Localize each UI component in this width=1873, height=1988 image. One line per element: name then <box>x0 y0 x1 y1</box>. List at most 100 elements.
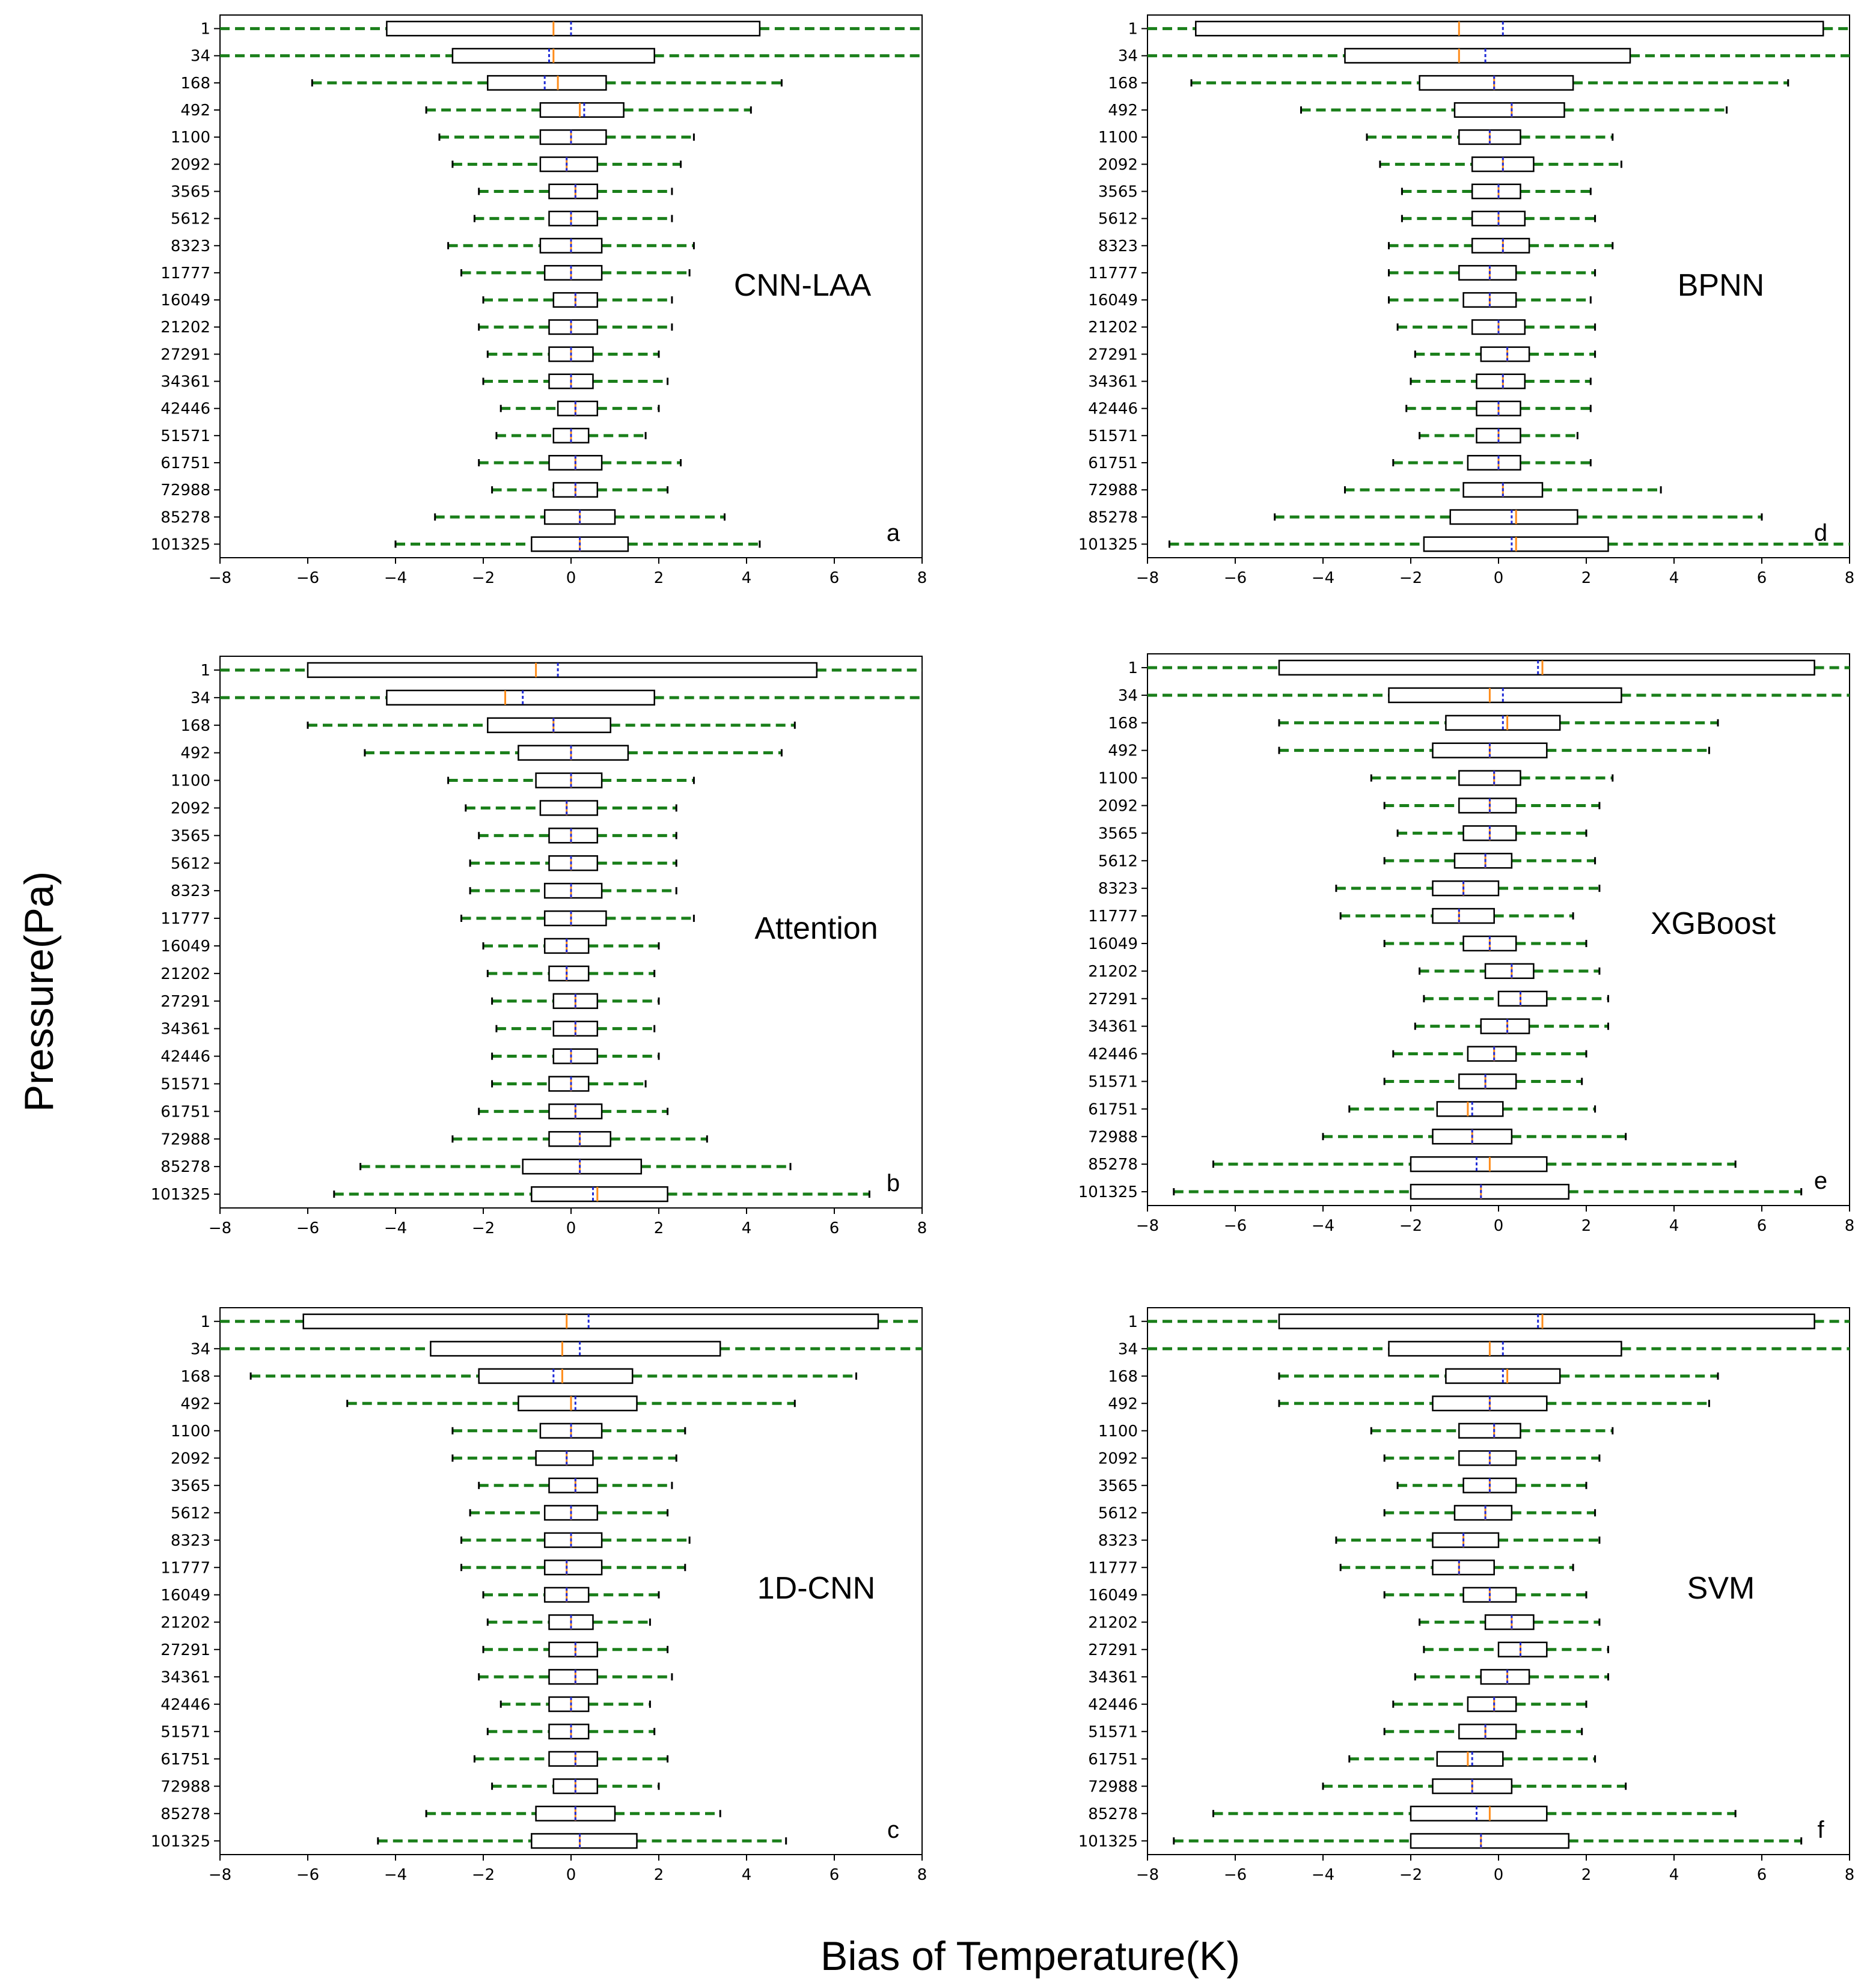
box <box>557 400 599 416</box>
y-tick-label: 8323 <box>171 1532 210 1550</box>
y-tick-label: 61751 <box>1088 1751 1138 1769</box>
box <box>1458 1422 1521 1439</box>
x-tick-label: 6 <box>1757 1866 1767 1884</box>
y-tick-label: 101325 <box>151 1832 210 1850</box>
box <box>1484 1614 1535 1630</box>
box <box>1480 346 1530 362</box>
y-tick-label: 3565 <box>171 827 210 845</box>
y-tick-label: 1100 <box>171 772 210 790</box>
x-tick-label: 0 <box>1494 1217 1504 1235</box>
box <box>548 210 599 227</box>
x-tick-label: 0 <box>566 1866 576 1884</box>
box <box>518 1395 638 1412</box>
y-tick-label: 72988 <box>160 1130 210 1148</box>
panel-letter: f <box>1817 1817 1824 1843</box>
box <box>548 1696 590 1712</box>
panel-letter: e <box>1814 1168 1827 1194</box>
y-tick-label: 27291 <box>1088 1641 1138 1659</box>
y-tick-label: 34361 <box>1088 1668 1138 1686</box>
panel-e: −8 −6 −4 −2 0 2 4 6 8 1 34 168 492 1100 2092 3565 5612 83… <box>1078 653 1854 1235</box>
y-tick-label: 85278 <box>160 1158 210 1176</box>
x-tick-label: −2 <box>1399 569 1422 587</box>
y-tick-label: 11777 <box>160 910 210 928</box>
y-tick-label: 2092 <box>171 799 210 817</box>
x-tick-label: 0 <box>1494 569 1504 587</box>
x-tick-label: −2 <box>472 569 495 587</box>
y-tick-label: 85278 <box>1088 508 1138 526</box>
y-tick-label: 101325 <box>1078 1183 1138 1201</box>
box <box>548 965 590 982</box>
y-tick-label: 1100 <box>1098 129 1138 147</box>
y-tick-label: 492 <box>1108 102 1138 120</box>
y-tick-label: 5612 <box>1098 1504 1138 1522</box>
box <box>487 717 611 733</box>
box <box>548 319 599 335</box>
panel-a: −8 −6 −4 −2 0 2 4 6 8 1 34 168 492 1100 2092 3565 5612 83… <box>151 14 927 587</box>
y-tick-label: 3565 <box>1098 183 1138 201</box>
y-tick-label: 492 <box>180 745 210 763</box>
box <box>1484 963 1535 980</box>
y-tick-label: 72988 <box>1088 481 1138 499</box>
y-tick-label: 11777 <box>160 264 210 282</box>
y-tick-label: 85278 <box>160 508 210 526</box>
y-tick-label: 492 <box>180 1395 210 1413</box>
box <box>543 910 607 927</box>
box <box>522 1158 643 1175</box>
y-tick-label: 42446 <box>1088 1696 1138 1714</box>
y-tick-label: 1100 <box>1098 770 1138 788</box>
y-tick-label: 42446 <box>1088 400 1138 418</box>
y-tick-label: 2092 <box>1098 156 1138 174</box>
x-tick-label: 2 <box>654 1219 664 1237</box>
y-tick-label: 168 <box>180 1368 210 1386</box>
box <box>539 800 599 816</box>
y-tick-label: 34361 <box>1088 1018 1138 1036</box>
box <box>1458 770 1521 786</box>
box <box>1467 1046 1517 1062</box>
y-tick-label: 168 <box>1108 715 1138 733</box>
panel-title: 1D-CNN <box>757 1571 875 1606</box>
y-tick-label: 5612 <box>171 210 210 228</box>
box <box>1388 1341 1622 1357</box>
y-tick-label: 101325 <box>151 535 210 553</box>
y-tick-label: 72988 <box>1088 1778 1138 1796</box>
box <box>1480 1018 1530 1034</box>
y-tick-label: 85278 <box>160 1805 210 1823</box>
y-tick-label: 42446 <box>1088 1046 1138 1064</box>
box <box>386 20 761 37</box>
box <box>1458 264 1517 281</box>
box <box>1410 1833 1570 1849</box>
y-tick-label: 16049 <box>160 291 210 309</box>
x-tick-label: −6 <box>1224 1217 1247 1235</box>
y-tick-label: 8323 <box>1098 1532 1138 1550</box>
box <box>1480 1669 1530 1685</box>
x-tick-label: 6 <box>1757 1217 1767 1235</box>
box <box>552 1048 599 1064</box>
box <box>1453 853 1513 869</box>
y-tick-label: 1 <box>200 662 210 680</box>
y-tick-label: 34 <box>1118 1340 1138 1358</box>
box <box>535 772 603 788</box>
y-tick-label: 51571 <box>1088 427 1138 445</box>
y-tick-label: 34 <box>191 689 210 707</box>
y-tick-label: 34 <box>191 1340 210 1358</box>
y-tick-label: 168 <box>180 75 210 93</box>
box <box>1453 102 1565 118</box>
y-tick-label: 16049 <box>1088 1587 1138 1605</box>
x-tick-label: −2 <box>472 1219 495 1237</box>
box <box>548 828 599 844</box>
x-tick-label: 2 <box>1581 1217 1592 1235</box>
y-tick-label: 1 <box>1128 20 1138 38</box>
box <box>1436 1751 1504 1767</box>
y-tick-label: 72988 <box>160 481 210 499</box>
y-tick-label: 2092 <box>171 156 210 174</box>
y-tick-label: 51571 <box>160 427 210 445</box>
x-tick-label: −8 <box>1136 569 1159 587</box>
y-tick-label: 2092 <box>171 1450 210 1468</box>
panel-title: CNN-LAA <box>734 268 872 303</box>
y-tick-label: 5612 <box>171 855 210 873</box>
panel-title: XGBoost <box>1651 906 1776 941</box>
box <box>543 882 603 899</box>
panel-letter: b <box>887 1170 900 1197</box>
box <box>548 1751 599 1767</box>
